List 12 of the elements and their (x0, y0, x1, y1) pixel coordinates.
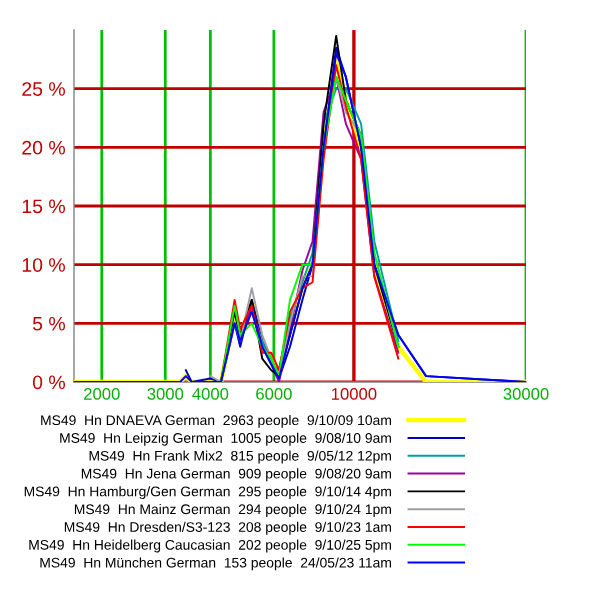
y-tick-label: 0 % (32, 375, 65, 390)
x-tick-label: 3000 (147, 388, 184, 400)
x-tick-label: 4000 (192, 388, 229, 400)
x-tick-label: 10000 (332, 388, 377, 400)
y-tick-label: 5 % (32, 316, 65, 331)
x-tick-label: 6000 (256, 388, 292, 400)
y-tick-label: 15 % (22, 199, 65, 214)
y-tick-label: 10 % (22, 258, 65, 272)
x-tick-label: 2000 (84, 388, 120, 400)
x-tick-label: 30000 (503, 388, 549, 400)
y-tick-label: 20 % (22, 140, 65, 155)
y-tick-label: 25 % (22, 82, 65, 96)
